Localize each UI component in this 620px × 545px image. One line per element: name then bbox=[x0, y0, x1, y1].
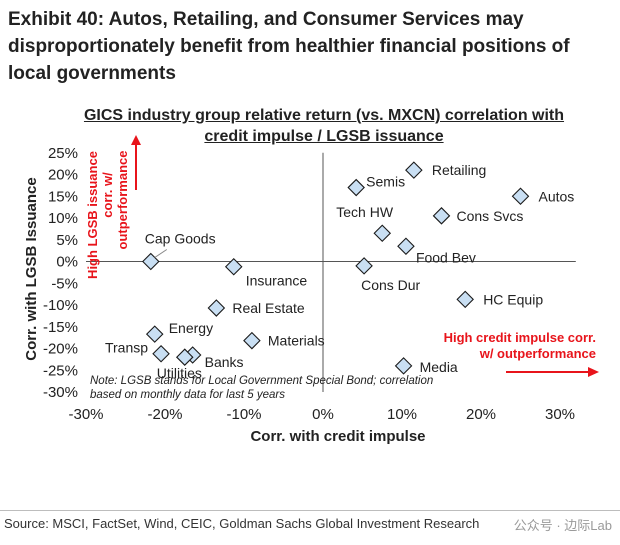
note-line2: based on monthly data for last 5 years bbox=[90, 389, 285, 401]
y-tick-label: -30% bbox=[43, 384, 78, 401]
y-tick-label: 5% bbox=[56, 232, 78, 249]
point-media bbox=[394, 357, 413, 375]
y-axis-label: Corr. with LGSB Issuance bbox=[23, 177, 40, 360]
point-label-materials: Materials bbox=[268, 333, 325, 349]
left-annotation-line3: outperformance bbox=[115, 151, 130, 250]
point-insurance bbox=[224, 257, 243, 276]
watermark: 公众号 · 边际Lab bbox=[513, 518, 612, 533]
point-label-real-estate: Real Estate bbox=[232, 300, 305, 316]
data-points: Retailing Semis Autos Cons Svcs Tech HW Food … bbox=[105, 161, 575, 381]
source-text: Source: MSCI, FactSet, Wind, CEIC, Goldm… bbox=[4, 516, 480, 531]
point-semis bbox=[347, 178, 365, 197]
x-tick-label: 30% bbox=[545, 406, 575, 423]
left-annotation-line2: corr. w/ bbox=[100, 172, 115, 218]
point-label-tech-hw: Tech HW bbox=[336, 204, 394, 220]
x-tick-label: 0% bbox=[312, 406, 334, 423]
footer-divider bbox=[0, 510, 620, 511]
point-label-semis: Semis bbox=[366, 174, 405, 190]
point-autos bbox=[511, 187, 530, 206]
point-utilities bbox=[175, 348, 194, 366]
x-tick-label: -20% bbox=[147, 406, 182, 423]
point-transp bbox=[152, 344, 170, 363]
point-retailing bbox=[405, 161, 423, 179]
point-real-estate bbox=[207, 299, 226, 317]
x-tick-label: 10% bbox=[387, 406, 417, 423]
y-tick-label: -5% bbox=[51, 275, 78, 292]
point-tech-hw bbox=[373, 224, 392, 243]
exhibit-title: Exhibit 40: Autos, Retailing, and Consum… bbox=[8, 9, 570, 84]
x-tick-label: -10% bbox=[226, 406, 261, 423]
point-label-cap-goods: Cap Goods bbox=[145, 231, 216, 247]
right-annotation-arrowhead bbox=[588, 367, 599, 377]
point-label-media: Media bbox=[420, 359, 458, 375]
point-label-retailing: Retailing bbox=[432, 162, 486, 178]
y-tick-label: -20% bbox=[43, 341, 78, 358]
y-tick-label: 25% bbox=[48, 145, 78, 162]
chart-title: GICS industry group relative return (vs.… bbox=[83, 107, 565, 145]
point-label-energy: Energy bbox=[169, 320, 213, 336]
x-axis-label: Corr. with credit impulse bbox=[250, 428, 425, 445]
y-tick-label: 10% bbox=[48, 210, 78, 227]
point-label-insurance: Insurance bbox=[246, 273, 308, 289]
point-food-bev bbox=[397, 237, 415, 256]
y-tick-label: 15% bbox=[48, 188, 78, 205]
point-materials bbox=[243, 331, 261, 350]
right-annotation-line1: High credit impulse corr. bbox=[444, 330, 596, 345]
point-label-cons-dur: Cons Dur bbox=[361, 277, 420, 293]
left-annotation-line1: High LGSB issuance bbox=[85, 151, 100, 279]
y-tick-label: -10% bbox=[43, 297, 78, 314]
note-line1: Note: LGSB stands for Local Government S… bbox=[90, 375, 433, 387]
point-cons-svcs bbox=[432, 207, 451, 225]
point-label-food-bev: Food Bev bbox=[416, 249, 476, 265]
point-label-hc-equip: HC Equip bbox=[483, 291, 543, 307]
tick-labels: 25% 20% 15% 10% 5% 0% -5% -10% -15% -20% -25% -30% -… bbox=[43, 145, 575, 423]
y-tick-label: -15% bbox=[43, 319, 78, 336]
y-tick-label: -25% bbox=[43, 362, 78, 379]
y-tick-label: 0% bbox=[56, 254, 78, 271]
point-hc-equip bbox=[456, 290, 474, 309]
point-label-utilities: Utilities bbox=[157, 365, 202, 381]
point-label-autos: Autos bbox=[539, 188, 575, 204]
x-tick-label: -30% bbox=[68, 406, 103, 423]
point-energy bbox=[145, 325, 164, 343]
label-leader-cap-goods bbox=[154, 249, 168, 258]
y-tick-label: 20% bbox=[48, 167, 78, 184]
point-label-transp: Transp bbox=[105, 340, 148, 356]
right-annotation-line2: w/ outperformance bbox=[479, 346, 596, 361]
point-label-banks: Banks bbox=[205, 354, 244, 370]
point-cons-dur bbox=[355, 257, 373, 275]
left-annotation-arrowhead bbox=[131, 135, 141, 145]
point-label-cons-svcs: Cons Svcs bbox=[457, 208, 524, 224]
axes bbox=[86, 152, 576, 392]
x-tick-label: 20% bbox=[466, 406, 496, 423]
